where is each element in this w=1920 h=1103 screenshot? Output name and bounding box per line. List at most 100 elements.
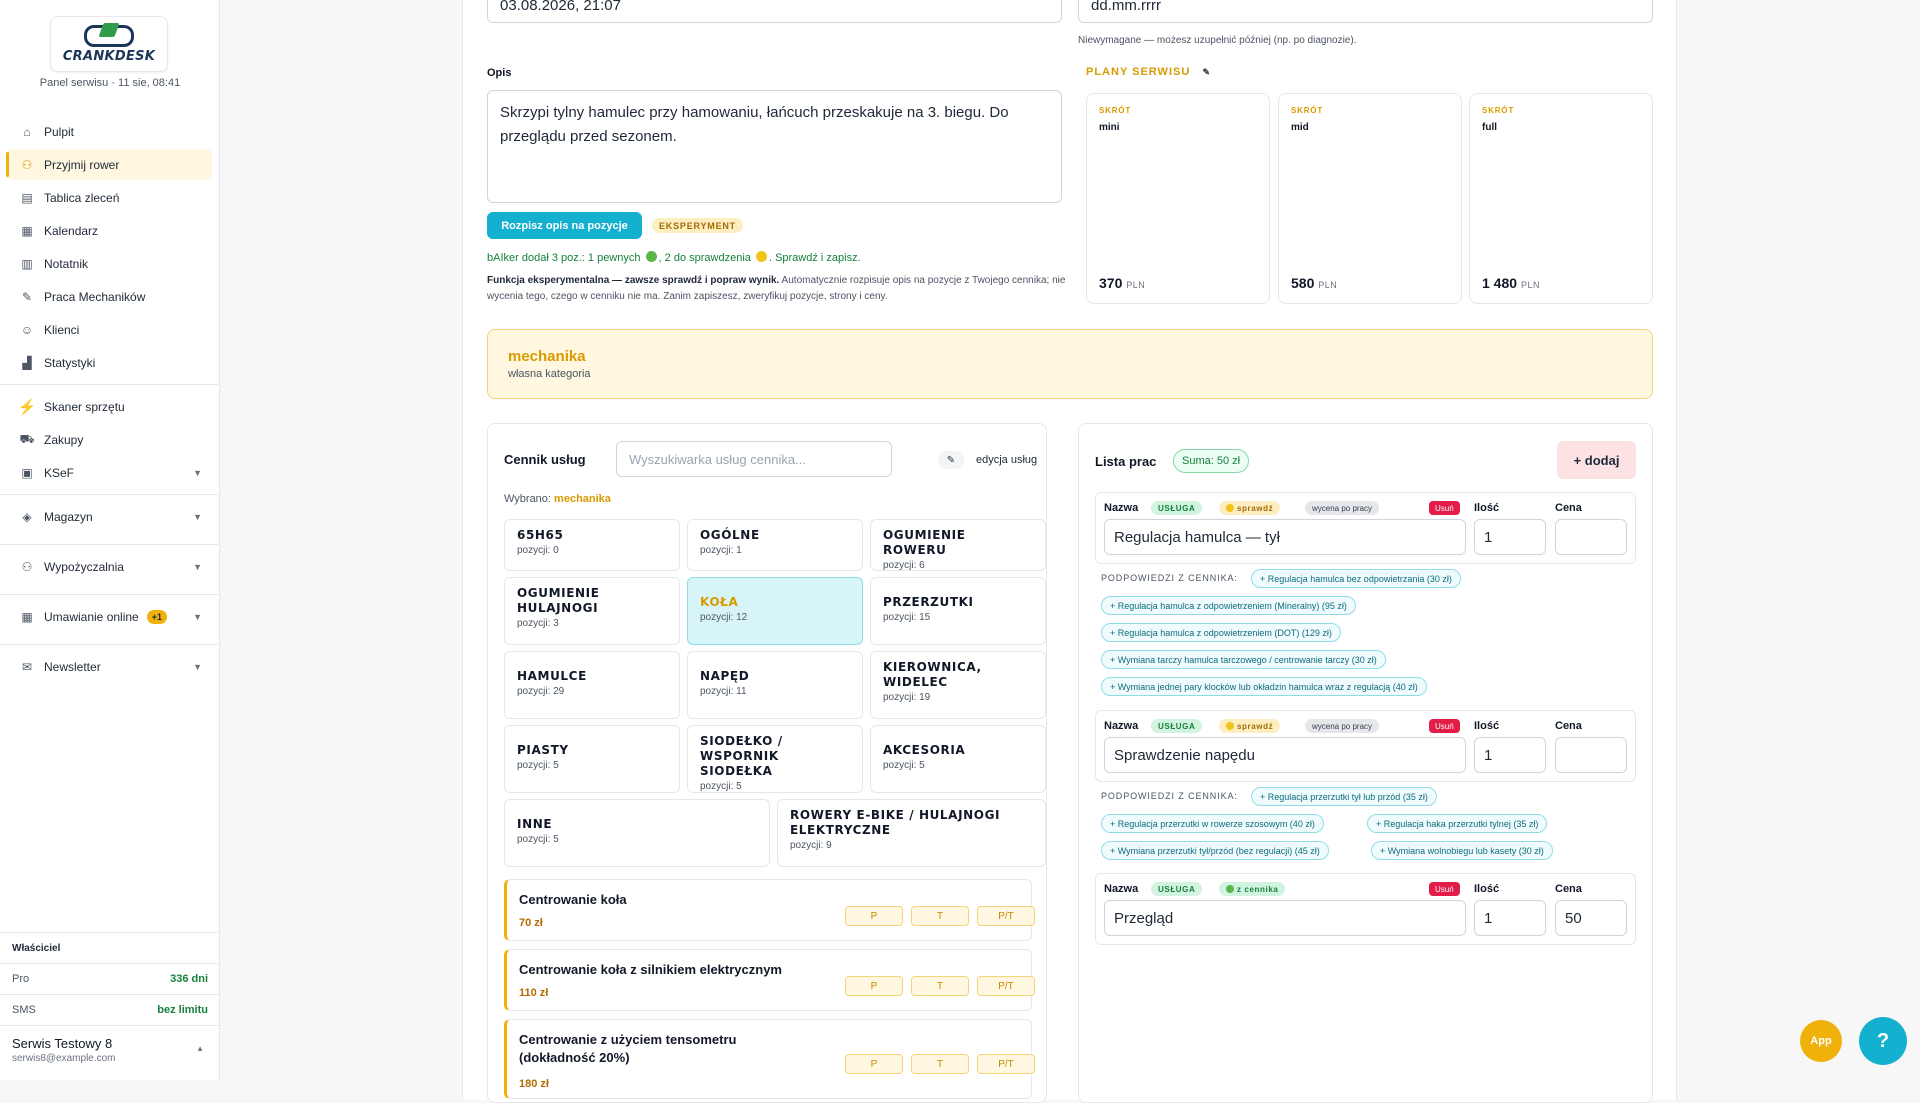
edit-services-link[interactable]: edycja usług xyxy=(976,454,1038,466)
sidebar-item-tablica-zlecen[interactable]: ▤ Tablica zleceń xyxy=(6,182,212,213)
item-name-input[interactable]: Sprawdzenie napędu xyxy=(1104,737,1466,773)
sidebar-item-skaner-sprzetu[interactable]: ⚡ Skaner sprzętu xyxy=(6,391,212,422)
green-dot-icon xyxy=(645,251,657,262)
sidebar-item-pulpit[interactable]: ⌂ Pulpit xyxy=(6,116,212,147)
category-tile[interactable]: OGUMIENIE HULAJNOGI pozycji: 3 xyxy=(504,577,680,645)
user-menu[interactable]: Serwis Testowy 8 serwis8@example.com ▲ xyxy=(0,1026,220,1074)
sidebar-item-klienci[interactable]: ☺ Klienci xyxy=(6,314,212,345)
hint-chip[interactable]: + Regulacja hamulca bez odpowietrzania (… xyxy=(1251,569,1461,588)
category-tile[interactable]: OGUMIENIE ROWERU pozycji: 6 xyxy=(870,519,1046,571)
plan-card-mini[interactable]: SKRÓT mini 370 PLN xyxy=(1086,93,1270,304)
date-due-input[interactable]: dd.mm.rrrr xyxy=(1078,0,1653,23)
service-price: 110 zł xyxy=(519,987,549,999)
hint-chip[interactable]: + Regulacja przerzutki tył lub przód (35… xyxy=(1251,787,1437,806)
price-header: Cena xyxy=(1555,883,1582,895)
category-tile[interactable]: AKCESORIA pozycji: 5 xyxy=(870,725,1046,793)
sidebar-item-przyjmij-rower[interactable]: ⚇ Przyjmij rower xyxy=(6,149,212,180)
selected-value: mechanika xyxy=(554,493,611,505)
remove-item-button[interactable]: Usuń xyxy=(1429,501,1460,515)
category-tile[interactable]: ROWERY E-BIKE / HULAJNOGI ELEKTRYCZNE poz… xyxy=(777,799,1046,867)
hint-chip[interactable]: + Wymiana tarczy hamulca tarczowego / ce… xyxy=(1101,650,1386,669)
sidebar-item-praca-mechanikow[interactable]: ✎ Praca Mechaników xyxy=(6,281,212,312)
plan-key: SKRÓT xyxy=(1099,106,1131,115)
item-price-input[interactable]: 50 xyxy=(1555,900,1627,936)
worklist-item: Nazwa USŁUGA sprawdź wycena po pracy Usu… xyxy=(1095,710,1636,782)
hint-chip[interactable]: + Regulacja haka przerzutki tylnej (35 z… xyxy=(1367,814,1548,833)
plan-card-full[interactable]: SKRÓT full 1 480 PLN xyxy=(1469,93,1653,304)
pricelist-search-input[interactable]: Wyszukiwarka usług cennika... xyxy=(616,441,892,477)
service-row[interactable]: Centrowanie z użyciem tensometru (dokład… xyxy=(504,1019,1035,1099)
side-both-button[interactable]: P/T xyxy=(977,906,1035,926)
bike-icon: ⚇ xyxy=(21,559,33,574)
description-textarea[interactable]: Skrzypi tylny hamulec przy hamowaniu, ła… xyxy=(487,90,1062,203)
sidebar-item-magazyn[interactable]: ◈ Magazyn ▼ xyxy=(6,501,212,532)
hint-chip[interactable]: + Regulacja hamulca z odpowietrzeniem (M… xyxy=(1101,596,1356,615)
category-tile[interactable]: OGÓLNE pozycji: 1 xyxy=(687,519,863,571)
sidebar-item-wypozyczalnia[interactable]: ⚇ Wypożyczalnia ▼ xyxy=(6,551,212,582)
category-tile[interactable]: PRZERZUTKI pozycji: 15 xyxy=(870,577,1046,645)
remove-item-button[interactable]: Usuń xyxy=(1429,882,1460,896)
category-tile[interactable]: SIODEŁKO / WSPORNIK SIODEŁKA pozycji: 5 xyxy=(687,725,863,793)
qty-header: Ilość xyxy=(1474,720,1500,732)
help-button[interactable]: ? xyxy=(1859,1017,1907,1065)
ai-disclaimer: Funkcja eksperymentalna — zawsze sprawdź… xyxy=(487,273,1067,305)
item-price-input[interactable] xyxy=(1555,519,1627,555)
side-both-button[interactable]: P/T xyxy=(977,976,1035,996)
sidebar-item-ksef[interactable]: ▣ KSeF ▼ xyxy=(6,457,212,488)
hint-chip[interactable]: + Regulacja hamulca z odpowietrzeniem (D… xyxy=(1101,623,1341,642)
side-front-button[interactable]: P xyxy=(845,976,903,996)
sidebar-item-newsletter[interactable]: ✉ Newsletter ▼ xyxy=(6,651,212,682)
plan-price: 1 480 PLN xyxy=(1482,275,1540,291)
logo[interactable]: CRANKDESK xyxy=(50,16,168,72)
category-tile[interactable]: 65H65 pozycji: 0 xyxy=(504,519,680,571)
notification-badge: +1 xyxy=(146,609,167,624)
hint-chip[interactable]: + Wymiana wolnobiegu lub kasety (30 zł) xyxy=(1371,841,1553,860)
service-name: Centrowanie z użyciem tensometru (dokład… xyxy=(519,1032,737,1065)
side-front-button[interactable]: P xyxy=(845,1054,903,1074)
item-name-input[interactable]: Przegląd xyxy=(1104,900,1466,936)
date-received-input[interactable]: 03.08.2026, 21:07 xyxy=(487,0,1062,23)
item-name-input[interactable]: Regulacja hamulca — tył xyxy=(1104,519,1466,555)
plan-currency: PLN xyxy=(1520,280,1540,290)
item-qty-input[interactable]: 1 xyxy=(1474,519,1546,555)
side-rear-button[interactable]: T xyxy=(911,1054,969,1074)
category-banner: mechanika własna kategoria xyxy=(487,329,1653,399)
category-tile[interactable]: PIASTY pozycji: 5 xyxy=(504,725,680,793)
category-tile[interactable]: KIEROWNICA, WIDELEC pozycji: 19 xyxy=(870,651,1046,719)
pencil-icon[interactable]: ✎ xyxy=(1202,67,1211,77)
app-button[interactable]: App xyxy=(1800,1020,1842,1062)
category-count: pozycji: 19 xyxy=(883,692,931,703)
service-row[interactable]: Centrowanie koła 70 zł P T P/T xyxy=(504,879,1035,941)
side-both-button[interactable]: P/T xyxy=(977,1054,1035,1074)
side-front-button[interactable]: P xyxy=(845,906,903,926)
item-qty-input[interactable]: 1 xyxy=(1474,900,1546,936)
sidebar-item-zakupy[interactable]: ⛟ Zakupy xyxy=(6,424,212,455)
remove-item-button[interactable]: Usuń xyxy=(1429,719,1460,733)
hint-chip[interactable]: + Wymiana jednej pary klocków lub okładz… xyxy=(1101,677,1427,696)
sidebar-item-kalendarz[interactable]: ▦ Kalendarz xyxy=(6,215,212,246)
add-item-button[interactable]: + dodaj xyxy=(1557,441,1636,479)
category-tile[interactable]: NAPĘD pozycji: 11 xyxy=(687,651,863,719)
category-name: OGÓLNE xyxy=(700,528,760,542)
side-rear-button[interactable]: T xyxy=(911,976,969,996)
category-name: AKCESORIA xyxy=(883,743,966,757)
side-rear-button[interactable]: T xyxy=(911,906,969,926)
pencil-icon[interactable]: ✎ xyxy=(938,451,964,469)
item-price-input[interactable] xyxy=(1555,737,1627,773)
service-plans-title: PLANY SERWISU xyxy=(1086,66,1191,78)
ai-split-button[interactable]: Rozpisz opis na pozycje xyxy=(487,212,642,239)
category-tile-selected[interactable]: KOŁA pozycji: 12 xyxy=(687,577,863,645)
service-row[interactable]: Centrowanie koła z silnikiem elektryczny… xyxy=(504,949,1035,1011)
item-qty-input[interactable]: 1 xyxy=(1474,737,1546,773)
category-tile[interactable]: INNE pozycji: 5 xyxy=(504,799,770,867)
category-tile[interactable]: HAMULCE pozycji: 29 xyxy=(504,651,680,719)
sidebar-item-statystyki[interactable]: ▟ Statystyki xyxy=(6,347,212,378)
qty-header: Ilość xyxy=(1474,883,1500,895)
hint-chip[interactable]: + Wymiana przerzutki tył/przód (bez regu… xyxy=(1101,841,1329,860)
plan-card-mid[interactable]: SKRÓT mid 580 PLN xyxy=(1278,93,1462,304)
sidebar-item-umawianie-online[interactable]: ▦ Umawianie online +1 ▼ xyxy=(6,601,212,632)
sidebar-item-notatnik[interactable]: ▥ Notatnik xyxy=(6,248,212,279)
hint-chip[interactable]: + Regulacja przerzutki w rowerze szosowy… xyxy=(1101,814,1324,833)
service-price: 70 zł xyxy=(519,917,543,929)
check-chip: sprawdź xyxy=(1219,501,1281,515)
